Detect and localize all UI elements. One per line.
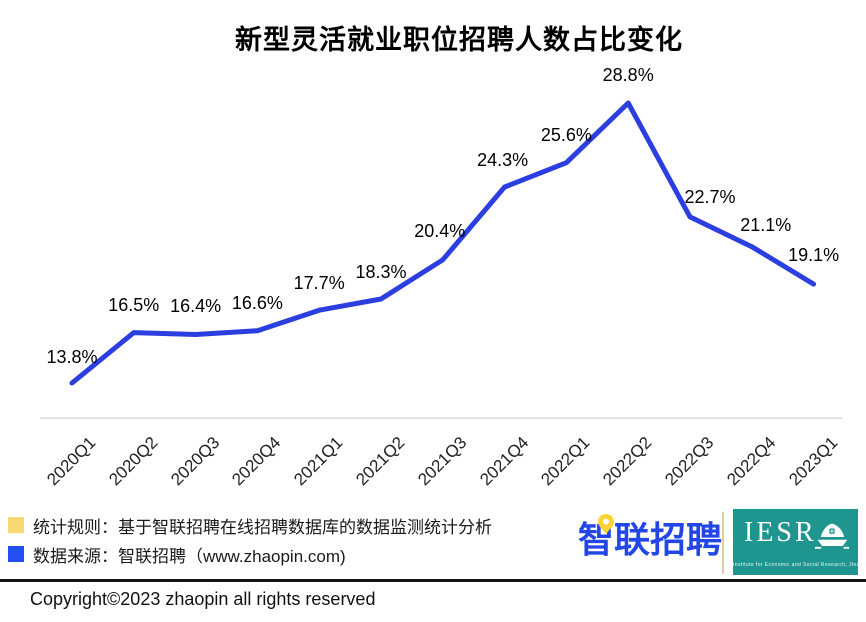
data-point-label: 16.6%: [231, 292, 283, 313]
data-point-label: 17.7%: [293, 273, 345, 294]
note-text: 数据来源：智联招聘（www.zhaopin.com): [33, 546, 346, 566]
source-notes: 统计规则：基于智联招聘在线招聘数据库的数据监测统计分析 数据来源：智联招聘（ww…: [8, 514, 492, 572]
data-point-label: 22.7%: [684, 186, 736, 207]
note-data-source: 数据来源：智联招聘（www.zhaopin.com): [8, 543, 492, 566]
blue-swatch-icon: [8, 546, 24, 562]
data-point-label: 16.5%: [108, 294, 160, 315]
copyright-text: Copyright©2023 zhaopin all rights reserv…: [30, 589, 376, 609]
data-point-label: 24.3%: [477, 150, 529, 170]
data-point-label: 28.8%: [602, 65, 654, 85]
data-point-label: 16.4%: [170, 296, 222, 317]
data-point-label: 20.4%: [414, 220, 466, 241]
data-point-label: 21.1%: [740, 214, 792, 235]
data-point-label: 25.6%: [540, 124, 592, 145]
data-point-label: 18.3%: [355, 262, 407, 282]
yellow-swatch-icon: [8, 517, 24, 533]
note-statistic-rule: 统计规则：基于智联招聘在线招聘数据库的数据监测统计分析: [8, 514, 492, 537]
data-point-label: 19.1%: [788, 245, 840, 266]
copyright-divider: [0, 579, 866, 582]
page-title: 新型灵活就业职位招聘人数占比变化: [235, 25, 683, 55]
iesr-logo: IESR Institute for Economic and Social R…: [733, 509, 866, 575]
ship-icon: [814, 523, 850, 549]
iesr-logo-text: IESR: [744, 517, 817, 548]
location-pin-icon: [598, 514, 614, 534]
note-text: 统计规则：基于智联招聘在线招聘数据库的数据监测统计分析: [33, 517, 492, 537]
iesr-caption: Institute for Economic and Social Resear…: [733, 562, 866, 568]
logo-divider: [722, 512, 724, 574]
data-point-label: 13.8%: [46, 347, 98, 367]
trend-line: [69, 100, 817, 386]
